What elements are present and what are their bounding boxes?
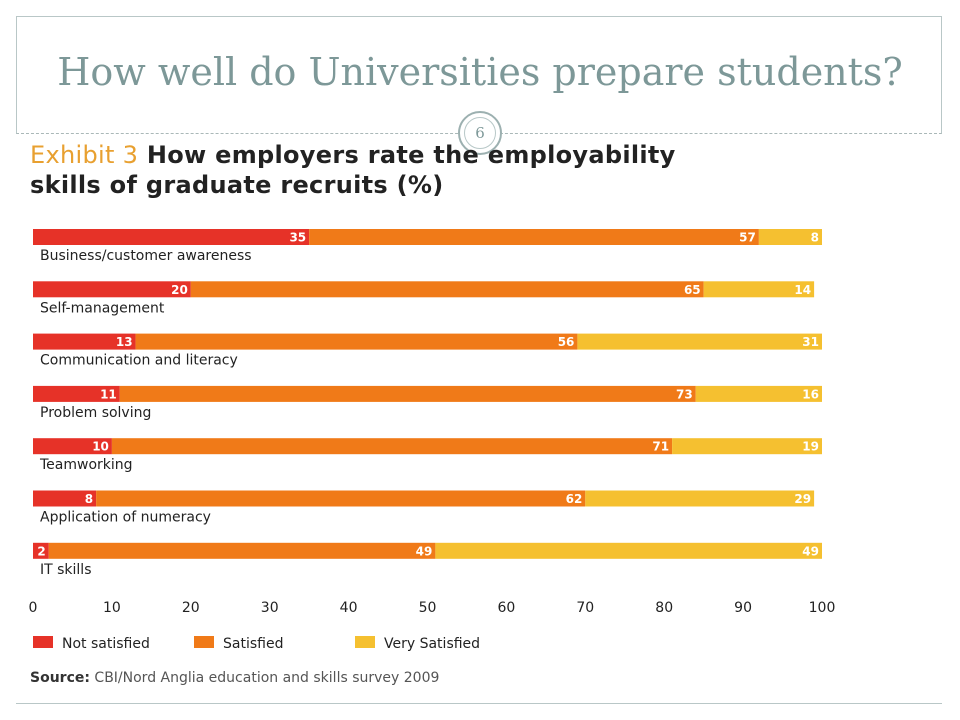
x-tick-label: 50	[419, 600, 437, 616]
bar-satisfied	[190, 281, 704, 298]
bar-not-satisfied	[33, 385, 120, 402]
bar-not-satisfied	[33, 281, 191, 298]
category-label: IT skills	[40, 562, 92, 578]
x-tick-label: 0	[29, 600, 38, 616]
source-note: Source: CBI/Nord Anglia education and sk…	[30, 670, 439, 686]
x-tick-label: 40	[340, 600, 358, 616]
bar-satisfied	[48, 542, 436, 559]
legend-label-very-satisfied: Very Satisfied	[384, 636, 480, 652]
bar-satisfied	[135, 333, 578, 350]
data-label-satisfied: 57	[739, 231, 756, 245]
exhibit-title-line2: skills of graduate recruits (%)	[30, 171, 444, 199]
bar-satisfied	[119, 385, 696, 402]
data-label-satisfied: 56	[558, 335, 575, 349]
legend-swatch-satisfied	[194, 636, 214, 648]
legend-label-satisfied: Satisfied	[223, 636, 283, 652]
x-tick-label: 80	[655, 600, 673, 616]
source-label: Source:	[30, 670, 90, 686]
category-label: Self-management	[40, 300, 165, 316]
data-label-very-satisfied: 14	[794, 283, 811, 297]
legend-label-not-satisfied: Not satisfied	[62, 636, 150, 652]
x-tick-label: 20	[182, 600, 200, 616]
source-text: CBI/Nord Anglia education and skills sur…	[94, 670, 440, 686]
category-label: Business/customer awareness	[40, 248, 252, 264]
data-label-not-satisfied: 11	[100, 387, 117, 401]
data-label-very-satisfied: 8	[811, 231, 819, 245]
data-label-satisfied: 62	[566, 492, 583, 506]
bar-very-satisfied	[703, 281, 815, 298]
bar-satisfied	[96, 490, 586, 507]
data-label-very-satisfied: 29	[794, 492, 811, 506]
data-label-satisfied: 65	[684, 283, 701, 297]
data-label-satisfied: 73	[676, 387, 693, 401]
bar-satisfied	[111, 438, 673, 455]
page-number-badge: 6	[458, 111, 502, 155]
data-label-not-satisfied: 8	[85, 492, 93, 506]
bar-very-satisfied	[585, 490, 815, 507]
x-tick-label: 30	[261, 600, 279, 616]
data-label-not-satisfied: 20	[171, 283, 188, 297]
data-label-very-satisfied: 49	[802, 544, 819, 558]
exhibit-label: Exhibit 3	[30, 141, 139, 169]
bar-not-satisfied	[33, 229, 310, 245]
slide-title: How well do Universities prepare student…	[57, 50, 903, 94]
data-label-not-satisfied: 10	[92, 440, 109, 454]
legend-swatch-very-satisfied	[355, 636, 375, 648]
bar-not-satisfied	[33, 438, 112, 455]
category-label: Teamworking	[39, 457, 133, 473]
bar-very-satisfied	[758, 229, 822, 245]
x-tick-label: 70	[576, 600, 594, 616]
footer-divider	[16, 703, 942, 704]
bar-very-satisfied	[435, 542, 822, 559]
bar-very-satisfied	[577, 333, 822, 350]
bar-not-satisfied	[33, 490, 97, 507]
legend-swatch-not-satisfied	[33, 636, 53, 648]
bar-very-satisfied	[672, 438, 822, 455]
bar-satisfied	[309, 229, 759, 245]
x-tick-label: 90	[734, 600, 752, 616]
data-label-not-satisfied: 2	[37, 544, 45, 558]
category-label: Problem solving	[40, 405, 151, 421]
bar-not-satisfied	[33, 542, 49, 559]
data-label-not-satisfied: 13	[116, 335, 133, 349]
category-label: Application of numeracy	[40, 510, 211, 526]
exhibit-title-line1: How employers rate the employability	[146, 141, 676, 169]
data-label-not-satisfied: 35	[289, 231, 306, 245]
data-label-very-satisfied: 31	[802, 335, 819, 349]
x-tick-label: 60	[497, 600, 515, 616]
x-tick-label: 10	[103, 600, 121, 616]
page-number: 6	[464, 117, 496, 149]
data-label-satisfied: 71	[652, 440, 669, 454]
data-label-very-satisfied: 16	[802, 387, 819, 401]
bar-not-satisfied	[33, 333, 136, 350]
data-label-satisfied: 49	[416, 544, 433, 558]
category-label: Communication and literacy	[40, 353, 238, 369]
x-tick-label: 100	[809, 600, 836, 616]
bar-very-satisfied	[695, 385, 822, 402]
data-label-very-satisfied: 19	[802, 440, 819, 454]
exhibit-heading: Exhibit 3 How employers rate the employa…	[30, 140, 676, 200]
